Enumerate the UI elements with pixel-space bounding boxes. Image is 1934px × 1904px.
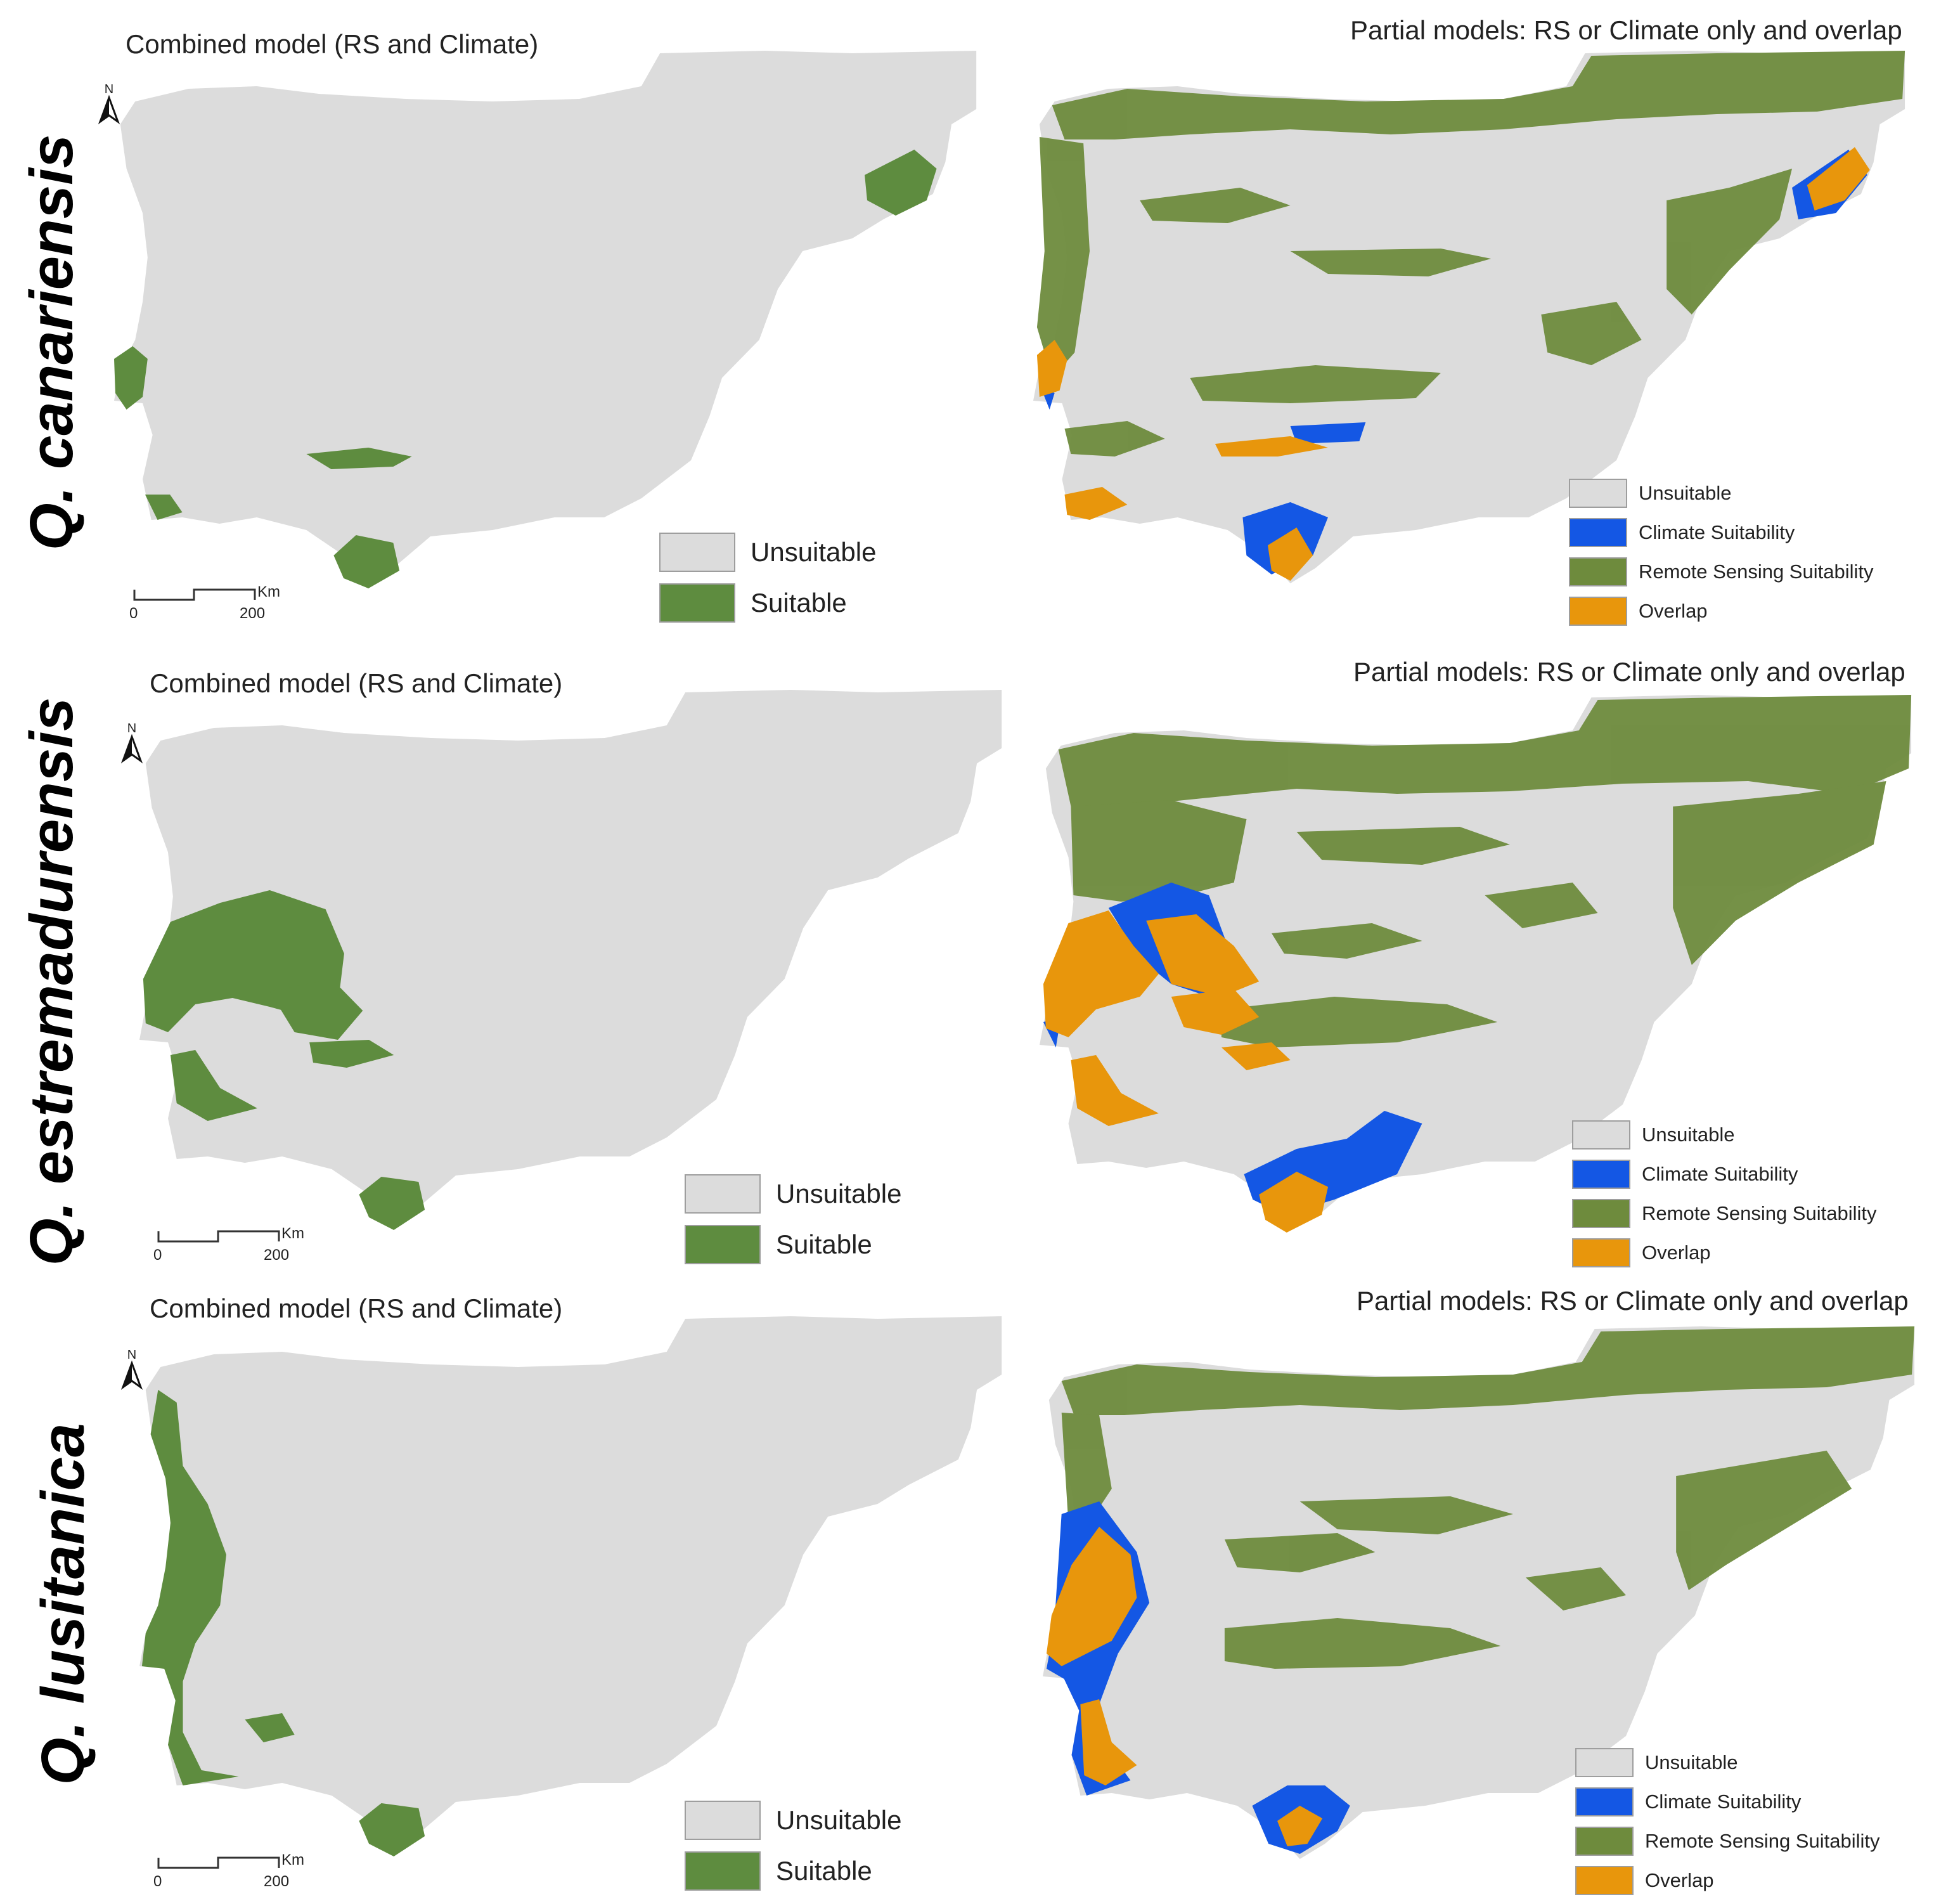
partial-legend: Unsuitable Climate Suitability Remote Se…: [1569, 474, 1873, 631]
partial-models-map: [1043, 1326, 1915, 1859]
legend-item-remote-sensing: Remote Sensing Suitability: [1569, 552, 1873, 592]
combined-suitability-map: [114, 51, 977, 588]
combined-legend: Unsuitable Suitable: [685, 1795, 901, 1896]
legend-swatch-climate: [1572, 1160, 1630, 1189]
legend-swatch-remote-sensing: [1575, 1827, 1634, 1856]
legend-swatch-suitable: [685, 1851, 761, 1891]
overlap-area: [1036, 147, 1870, 581]
suitable-area: [143, 890, 425, 1230]
partial-models-map: [1033, 51, 1905, 583]
legend-item-suitable: Suitable: [685, 1846, 901, 1896]
suitable-area: [141, 1390, 425, 1856]
overlap-area: [1043, 910, 1329, 1233]
legend-item-climate-suitability: Climate Suitability: [1569, 513, 1873, 552]
legend-item-overlap: Overlap: [1572, 1233, 1876, 1273]
species-label-canariensis: Q. canariensis: [18, 134, 86, 551]
north-arrow-icon: N: [95, 82, 123, 139]
legend-item-overlap: Overlap: [1569, 592, 1873, 631]
partial-legend: Unsuitable Climate Suitability Remote Se…: [1572, 1115, 1876, 1273]
north-arrow-icon: N: [118, 722, 146, 779]
legend-swatch-remote-sensing: [1572, 1199, 1630, 1228]
remote-sensing-area: [1036, 51, 1905, 457]
legend-item-unsuitable: Unsuitable: [1569, 474, 1873, 513]
suitable-area: [114, 150, 937, 588]
legend-item-unsuitable: Unsuitable: [1572, 1115, 1876, 1155]
partial-map-title: Partial models: RS or Climate only and o…: [1353, 657, 1905, 687]
legend-item-climate-suitability: Climate Suitability: [1575, 1782, 1879, 1822]
overlap-area: [1046, 1527, 1323, 1846]
legend-item-suitable: Suitable: [685, 1219, 901, 1270]
scale-bar: Km 0 200: [129, 583, 280, 622]
legend-swatch-unsuitable: [685, 1174, 761, 1214]
combined-legend: Unsuitable Suitable: [685, 1169, 901, 1270]
legend-swatch-unsuitable: [1572, 1120, 1630, 1150]
legend-swatch-suitable: [659, 583, 735, 623]
legend-item-unsuitable: Unsuitable: [659, 527, 876, 578]
legend-swatch-climate: [1575, 1787, 1634, 1817]
combined-suitability-map: [139, 1316, 1002, 1856]
species-label-estremadurensis: Q. estremadurensis: [18, 697, 86, 1266]
north-arrow-icon: N: [118, 1348, 146, 1405]
legend-swatch-climate: [1569, 518, 1627, 547]
legend-swatch-unsuitable: [1569, 479, 1627, 508]
legend-item-overlap: Overlap: [1575, 1861, 1879, 1900]
legend-item-unsuitable: Unsuitable: [685, 1169, 901, 1219]
legend-swatch-suitable: [685, 1225, 761, 1264]
legend-item-climate-suitability: Climate Suitability: [1572, 1155, 1876, 1194]
legend-swatch-overlap: [1575, 1866, 1634, 1895]
legend-swatch-unsuitable: [685, 1801, 761, 1840]
legend-swatch-unsuitable: [1575, 1748, 1634, 1777]
legend-swatch-overlap: [1572, 1238, 1630, 1267]
combined-map-title: Combined model (RS and Climate): [150, 1293, 563, 1323]
partial-map-title: Partial models: RS or Climate only and o…: [1357, 1286, 1909, 1316]
partial-models-map: [1040, 695, 1912, 1233]
legend-swatch-overlap: [1569, 597, 1627, 626]
combined-map-title: Combined model (RS and Climate): [150, 668, 563, 698]
legend-item-unsuitable: Unsuitable: [1575, 1743, 1879, 1782]
legend-swatch-remote-sensing: [1569, 557, 1627, 586]
scale-bar: Km 0 200: [153, 1851, 304, 1890]
scale-bar: Km 0 200: [153, 1225, 304, 1264]
remote-sensing-area: [1061, 1326, 1915, 1669]
partial-legend: Unsuitable Climate Suitability Remote Se…: [1575, 1743, 1879, 1900]
combined-suitability-map: [139, 690, 1002, 1230]
legend-swatch-unsuitable: [659, 533, 735, 572]
remote-sensing-area: [1058, 695, 1912, 1047]
legend-item-remote-sensing: Remote Sensing Suitability: [1575, 1822, 1879, 1861]
combined-legend: Unsuitable Suitable: [659, 527, 876, 628]
species-label-lusitanica: Q. lusitanica: [29, 1423, 97, 1785]
combined-map-title: Combined model (RS and Climate): [126, 29, 539, 59]
legend-item-suitable: Suitable: [659, 578, 876, 628]
partial-map-title: Partial models: RS or Climate only and o…: [1350, 15, 1902, 45]
legend-item-remote-sensing: Remote Sensing Suitability: [1572, 1194, 1876, 1233]
legend-item-unsuitable: Unsuitable: [685, 1795, 901, 1846]
